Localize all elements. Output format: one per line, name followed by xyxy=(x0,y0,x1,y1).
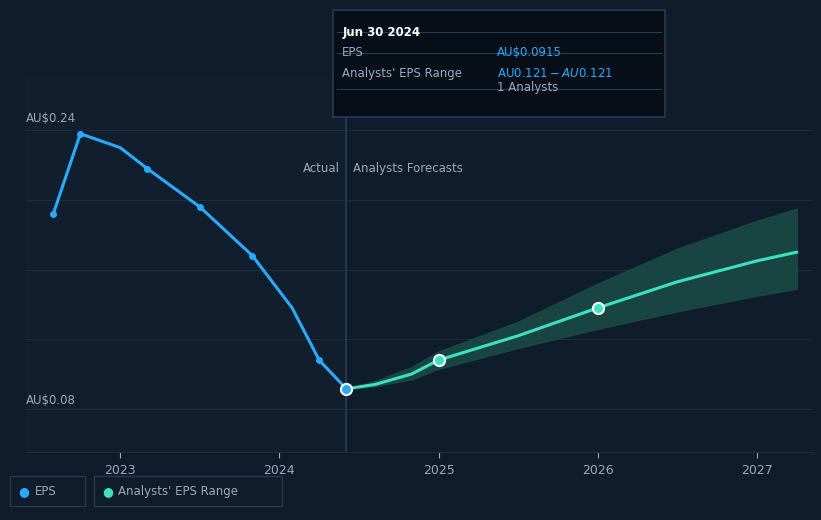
Text: Jun 30 2024: Jun 30 2024 xyxy=(342,26,420,39)
Text: Analysts' EPS Range: Analysts' EPS Range xyxy=(118,485,238,498)
Text: AU$0.24: AU$0.24 xyxy=(26,112,76,125)
Text: ●: ● xyxy=(18,485,29,498)
Text: Analysts Forecasts: Analysts Forecasts xyxy=(353,162,462,175)
Text: AU$0.121 - AU$0.121: AU$0.121 - AU$0.121 xyxy=(497,67,612,80)
Bar xyxy=(25,78,346,452)
Text: EPS: EPS xyxy=(34,485,56,498)
Text: EPS: EPS xyxy=(342,46,364,59)
Text: Analysts' EPS Range: Analysts' EPS Range xyxy=(342,67,462,80)
Text: AU$0.08: AU$0.08 xyxy=(26,394,76,407)
Text: AU$0.0915: AU$0.0915 xyxy=(497,46,562,59)
Text: ●: ● xyxy=(102,485,112,498)
Text: Actual: Actual xyxy=(303,162,340,175)
Text: 1 Analysts: 1 Analysts xyxy=(497,81,558,94)
